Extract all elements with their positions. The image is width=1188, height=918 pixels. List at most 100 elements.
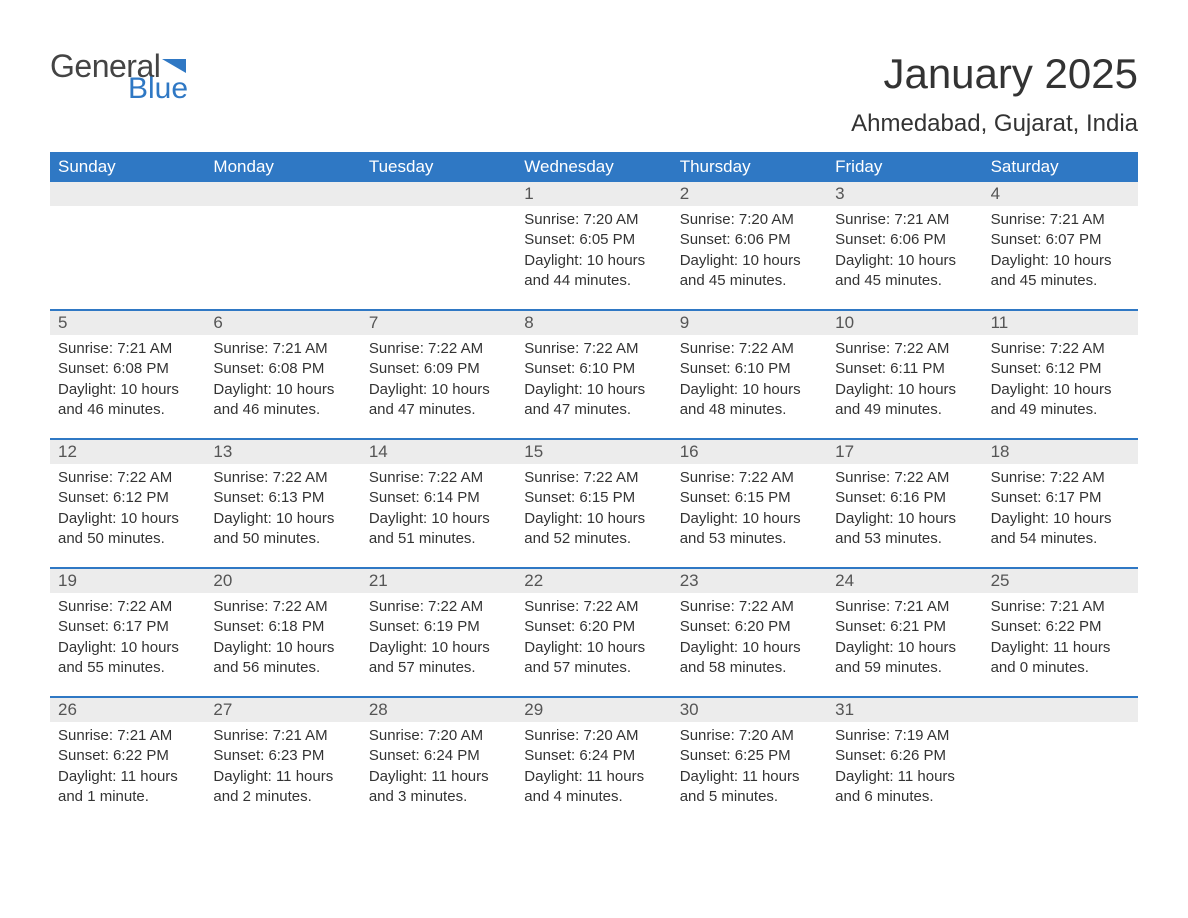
day-number — [983, 698, 1138, 722]
sunrise-text: Sunrise: 7:21 AM — [835, 597, 974, 617]
weekday-header: Sunday — [50, 152, 205, 182]
day-cell: Sunrise: 7:22 AMSunset: 6:18 PMDaylight:… — [205, 593, 360, 696]
sunrise-text: Sunrise: 7:20 AM — [680, 726, 819, 746]
sunset-text: Sunset: 6:16 PM — [835, 488, 974, 508]
sunset-text: Sunset: 6:10 PM — [524, 359, 663, 379]
daylight-text: Daylight: 10 hours and 54 minutes. — [991, 509, 1130, 550]
sunset-text: Sunset: 6:13 PM — [213, 488, 352, 508]
day-cell: Sunrise: 7:22 AMSunset: 6:10 PMDaylight:… — [516, 335, 671, 438]
day-number: 8 — [516, 311, 671, 335]
weekday-header: Monday — [205, 152, 360, 182]
daylight-text: Daylight: 10 hours and 45 minutes. — [991, 251, 1130, 292]
sunset-text: Sunset: 6:11 PM — [835, 359, 974, 379]
sunrise-text: Sunrise: 7:20 AM — [524, 726, 663, 746]
day-number: 23 — [672, 569, 827, 593]
sunset-text: Sunset: 6:06 PM — [680, 230, 819, 250]
day-cell: Sunrise: 7:20 AMSunset: 6:05 PMDaylight:… — [516, 206, 671, 309]
sunrise-text: Sunrise: 7:22 AM — [680, 597, 819, 617]
calendar: SundayMondayTuesdayWednesdayThursdayFrid… — [50, 152, 1138, 825]
sunset-text: Sunset: 6:25 PM — [680, 746, 819, 766]
day-cell: Sunrise: 7:20 AMSunset: 6:24 PMDaylight:… — [361, 722, 516, 825]
weekday-header: Saturday — [983, 152, 1138, 182]
day-number — [205, 182, 360, 206]
day-number: 10 — [827, 311, 982, 335]
sunset-text: Sunset: 6:15 PM — [680, 488, 819, 508]
day-cell — [205, 206, 360, 309]
sunrise-text: Sunrise: 7:22 AM — [524, 339, 663, 359]
weekday-header: Wednesday — [516, 152, 671, 182]
sunrise-text: Sunrise: 7:21 AM — [991, 210, 1130, 230]
daylight-text: Daylight: 10 hours and 52 minutes. — [524, 509, 663, 550]
day-cell: Sunrise: 7:21 AMSunset: 6:07 PMDaylight:… — [983, 206, 1138, 309]
sunset-text: Sunset: 6:17 PM — [58, 617, 197, 637]
day-number — [50, 182, 205, 206]
day-number: 9 — [672, 311, 827, 335]
day-cell: Sunrise: 7:19 AMSunset: 6:26 PMDaylight:… — [827, 722, 982, 825]
sunrise-text: Sunrise: 7:22 AM — [58, 468, 197, 488]
sunrise-text: Sunrise: 7:22 AM — [991, 468, 1130, 488]
daylight-text: Daylight: 10 hours and 58 minutes. — [680, 638, 819, 679]
day-cell: Sunrise: 7:22 AMSunset: 6:09 PMDaylight:… — [361, 335, 516, 438]
daylight-text: Daylight: 10 hours and 45 minutes. — [680, 251, 819, 292]
sunset-text: Sunset: 6:12 PM — [991, 359, 1130, 379]
day-number-row: 262728293031 — [50, 698, 1138, 722]
day-cell: Sunrise: 7:22 AMSunset: 6:19 PMDaylight:… — [361, 593, 516, 696]
weekday-header: Tuesday — [361, 152, 516, 182]
daylight-text: Daylight: 10 hours and 44 minutes. — [524, 251, 663, 292]
day-content-row: Sunrise: 7:20 AMSunset: 6:05 PMDaylight:… — [50, 206, 1138, 309]
weekday-header: Thursday — [672, 152, 827, 182]
day-cell: Sunrise: 7:22 AMSunset: 6:14 PMDaylight:… — [361, 464, 516, 567]
day-number: 4 — [983, 182, 1138, 206]
day-number: 12 — [50, 440, 205, 464]
day-number: 20 — [205, 569, 360, 593]
day-number: 3 — [827, 182, 982, 206]
daylight-text: Daylight: 10 hours and 53 minutes. — [680, 509, 819, 550]
sunrise-text: Sunrise: 7:22 AM — [369, 468, 508, 488]
daylight-text: Daylight: 11 hours and 0 minutes. — [991, 638, 1130, 679]
sunset-text: Sunset: 6:17 PM — [991, 488, 1130, 508]
day-number: 14 — [361, 440, 516, 464]
sunrise-text: Sunrise: 7:22 AM — [213, 597, 352, 617]
sunrise-text: Sunrise: 7:22 AM — [369, 339, 508, 359]
sunrise-text: Sunrise: 7:22 AM — [680, 339, 819, 359]
day-number: 21 — [361, 569, 516, 593]
daylight-text: Daylight: 10 hours and 56 minutes. — [213, 638, 352, 679]
daylight-text: Daylight: 11 hours and 5 minutes. — [680, 767, 819, 808]
day-number: 31 — [827, 698, 982, 722]
day-number: 29 — [516, 698, 671, 722]
sunrise-text: Sunrise: 7:22 AM — [524, 468, 663, 488]
day-cell — [361, 206, 516, 309]
sunset-text: Sunset: 6:09 PM — [369, 359, 508, 379]
day-cell: Sunrise: 7:22 AMSunset: 6:12 PMDaylight:… — [983, 335, 1138, 438]
daylight-text: Daylight: 10 hours and 47 minutes. — [524, 380, 663, 421]
sunset-text: Sunset: 6:12 PM — [58, 488, 197, 508]
day-number: 16 — [672, 440, 827, 464]
weekday-header-row: SundayMondayTuesdayWednesdayThursdayFrid… — [50, 152, 1138, 182]
sunset-text: Sunset: 6:20 PM — [680, 617, 819, 637]
daylight-text: Daylight: 11 hours and 4 minutes. — [524, 767, 663, 808]
sunset-text: Sunset: 6:18 PM — [213, 617, 352, 637]
sunset-text: Sunset: 6:15 PM — [524, 488, 663, 508]
daylight-text: Daylight: 11 hours and 6 minutes. — [835, 767, 974, 808]
day-number-row: 19202122232425 — [50, 569, 1138, 593]
daylight-text: Daylight: 10 hours and 50 minutes. — [213, 509, 352, 550]
day-cell: Sunrise: 7:22 AMSunset: 6:17 PMDaylight:… — [983, 464, 1138, 567]
day-number: 1 — [516, 182, 671, 206]
daylight-text: Daylight: 10 hours and 51 minutes. — [369, 509, 508, 550]
day-cell: Sunrise: 7:21 AMSunset: 6:08 PMDaylight:… — [50, 335, 205, 438]
daylight-text: Daylight: 10 hours and 47 minutes. — [369, 380, 508, 421]
sunrise-text: Sunrise: 7:22 AM — [58, 597, 197, 617]
sunset-text: Sunset: 6:26 PM — [835, 746, 974, 766]
day-content-row: Sunrise: 7:21 AMSunset: 6:08 PMDaylight:… — [50, 335, 1138, 438]
sunrise-text: Sunrise: 7:20 AM — [680, 210, 819, 230]
sunrise-text: Sunrise: 7:21 AM — [58, 339, 197, 359]
day-content-row: Sunrise: 7:21 AMSunset: 6:22 PMDaylight:… — [50, 722, 1138, 825]
day-content-row: Sunrise: 7:22 AMSunset: 6:12 PMDaylight:… — [50, 464, 1138, 567]
sunset-text: Sunset: 6:20 PM — [524, 617, 663, 637]
daylight-text: Daylight: 10 hours and 53 minutes. — [835, 509, 974, 550]
day-number-row: 567891011 — [50, 311, 1138, 335]
sunrise-text: Sunrise: 7:22 AM — [213, 468, 352, 488]
day-number: 30 — [672, 698, 827, 722]
day-cell: Sunrise: 7:22 AMSunset: 6:15 PMDaylight:… — [516, 464, 671, 567]
sunset-text: Sunset: 6:06 PM — [835, 230, 974, 250]
